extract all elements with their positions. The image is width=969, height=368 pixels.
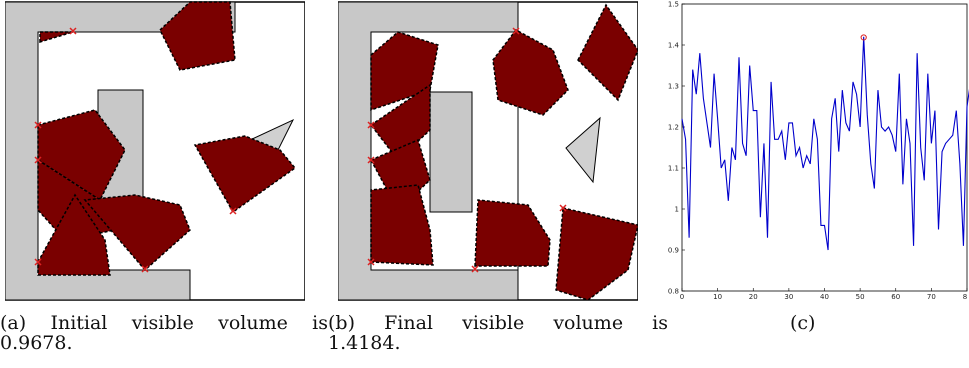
- visible-region: [370, 184, 434, 266]
- x-tick-label: 20: [749, 293, 758, 301]
- caption-b-word: visible: [462, 312, 525, 334]
- caption-a-word: visible: [131, 312, 194, 334]
- caption-c: (c): [790, 313, 815, 333]
- camera-marker: [471, 265, 479, 273]
- panel-a-initial-map: [5, 1, 305, 301]
- y-tick-label: 1.2: [668, 124, 679, 132]
- visible-region: [159, 1, 236, 71]
- visible-region: [474, 199, 551, 267]
- panel-c-volume-chart: 0.8 0.9 1 1.1 1.2 1.3 1.4 1.5 0 10 20 30 40 50 60 70 8: [668, 1, 969, 301]
- panel-b-final-map: [338, 1, 638, 301]
- x-tick-label: 8: [963, 293, 967, 301]
- visible-region: [555, 207, 638, 301]
- series-line: [681, 36, 969, 251]
- camera-marker: [367, 121, 375, 129]
- camera-marker: [512, 27, 520, 35]
- caption-b: (b) Final visible volume is 1.4184.: [328, 313, 668, 353]
- caption-c-label: (c): [790, 312, 816, 334]
- camera-marker: [367, 258, 375, 266]
- camera-markers: [34, 27, 237, 273]
- camera-marker: [69, 27, 77, 35]
- camera-marker: [559, 204, 567, 212]
- caption-a-word: volume: [218, 312, 288, 334]
- y-tick-label: 1: [675, 206, 679, 214]
- visible-region: [37, 109, 126, 202]
- y-tick-label: 0.9: [668, 247, 679, 255]
- caption-b-word: is: [652, 312, 668, 334]
- caption-b-word: volume: [553, 312, 624, 334]
- plot-frame: [681, 3, 968, 292]
- visible-regions: [37, 1, 297, 276]
- max-value-marker: [860, 34, 867, 41]
- triangle-obstacle: [565, 116, 601, 184]
- caption-a-word: is: [312, 312, 328, 334]
- caption-a-value: 0.9678.: [0, 332, 73, 354]
- camera-marker: [229, 207, 237, 215]
- x-tick-label: 0: [680, 293, 684, 301]
- camera-marker: [34, 121, 42, 129]
- camera-marker: [34, 156, 42, 164]
- caption-a-label: (a): [0, 312, 27, 334]
- x-tick-label: 30: [784, 293, 793, 301]
- camera-markers: [367, 27, 567, 273]
- y-tick-label: 1.1: [668, 165, 679, 173]
- visible-regions: [369, 3, 638, 301]
- y-tick-label: 0.8: [668, 288, 679, 296]
- x-tick-label: 70: [927, 293, 936, 301]
- x-tick-label: 10: [713, 293, 722, 301]
- x-tick-label: 60: [891, 293, 900, 301]
- caption-b-value: 1.4184.: [328, 332, 401, 354]
- tick-labels: 0.8 0.9 1 1.1 1.2 1.3 1.4 1.5 0 10 20 30 40 50 60 70 8: [668, 1, 968, 301]
- center-pillar-obstacle: [429, 91, 473, 213]
- visible-region: [577, 3, 638, 102]
- camera-marker: [367, 156, 375, 164]
- camera-marker: [34, 258, 42, 266]
- visible-region: [37, 193, 111, 276]
- x-tick-label: 50: [856, 293, 865, 301]
- caption-b-word: Final: [384, 312, 433, 334]
- y-tick-label: 1.5: [668, 1, 679, 9]
- camera-marker: [141, 265, 149, 273]
- visible-region: [193, 135, 297, 214]
- visible-region: [492, 29, 569, 116]
- caption-a: (a) Initial visible volume is 0.9678.: [0, 313, 328, 353]
- caption-a-word: Initial: [50, 312, 108, 334]
- y-tick-label: 1.3: [668, 83, 679, 91]
- visible-region: [39, 31, 74, 44]
- caption-b-label: (b): [328, 312, 355, 334]
- visible-region: [83, 194, 191, 272]
- x-tick-label: 40: [820, 293, 829, 301]
- y-tick-label: 1.4: [668, 42, 680, 50]
